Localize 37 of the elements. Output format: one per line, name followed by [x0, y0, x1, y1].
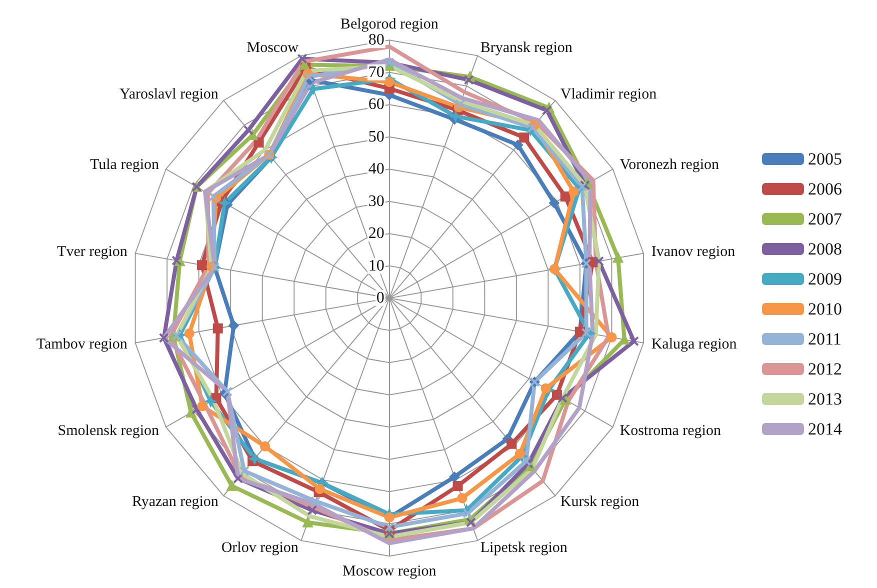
- legend-label: 2014: [808, 420, 842, 438]
- spoke-label: Tver region: [57, 244, 128, 260]
- legend-label: 2008: [808, 240, 842, 258]
- y-tick-label: 40: [368, 160, 384, 178]
- y-tick-label: 80: [368, 32, 384, 49]
- y-tick-label: 10: [368, 257, 384, 274]
- spoke-label: Moscow: [246, 40, 299, 56]
- spoke-label: Belgorod region: [340, 16, 439, 33]
- spoke-label: Kaluga region: [651, 336, 738, 352]
- spoke-label: Lipetsk region: [480, 540, 568, 556]
- spoke-label: Orlov region: [221, 540, 299, 556]
- spoke-label: Smolensk region: [58, 423, 160, 440]
- y-tick-label: 30: [368, 192, 384, 210]
- spoke-label: Bryansk region: [480, 40, 573, 56]
- spoke-label: Kostroma region: [620, 423, 722, 440]
- y-tick-label: 60: [368, 96, 384, 114]
- spoke-label: Ryazan region: [132, 494, 219, 510]
- legend-label: 2005: [808, 150, 842, 168]
- legend-label: 2012: [808, 360, 842, 378]
- y-tick-label: 50: [368, 128, 384, 146]
- legend-label: 2007: [808, 210, 842, 228]
- spoke-label: Tula region: [90, 157, 160, 174]
- spoke-label: Yaroslavl region: [120, 86, 219, 102]
- legend-label: 2010: [808, 300, 842, 318]
- legend-label: 2013: [808, 390, 842, 408]
- spoke-label: Tambov region: [36, 336, 128, 352]
- spoke-label: Moscow region: [342, 564, 437, 580]
- legend-label: 2009: [808, 270, 842, 288]
- y-tick-label: 70: [368, 64, 384, 81]
- spoke-label: Ivanov region: [651, 244, 736, 260]
- y-tick-label: 0: [376, 290, 384, 307]
- legend-label: 2011: [808, 330, 842, 348]
- spoke-label: Vladimir region: [560, 86, 658, 102]
- spoke-label: Kursk region: [560, 494, 640, 510]
- y-tick-label: 20: [368, 225, 384, 242]
- legend-label: 2006: [808, 180, 842, 198]
- spoke-label: Voronezh region: [620, 157, 720, 174]
